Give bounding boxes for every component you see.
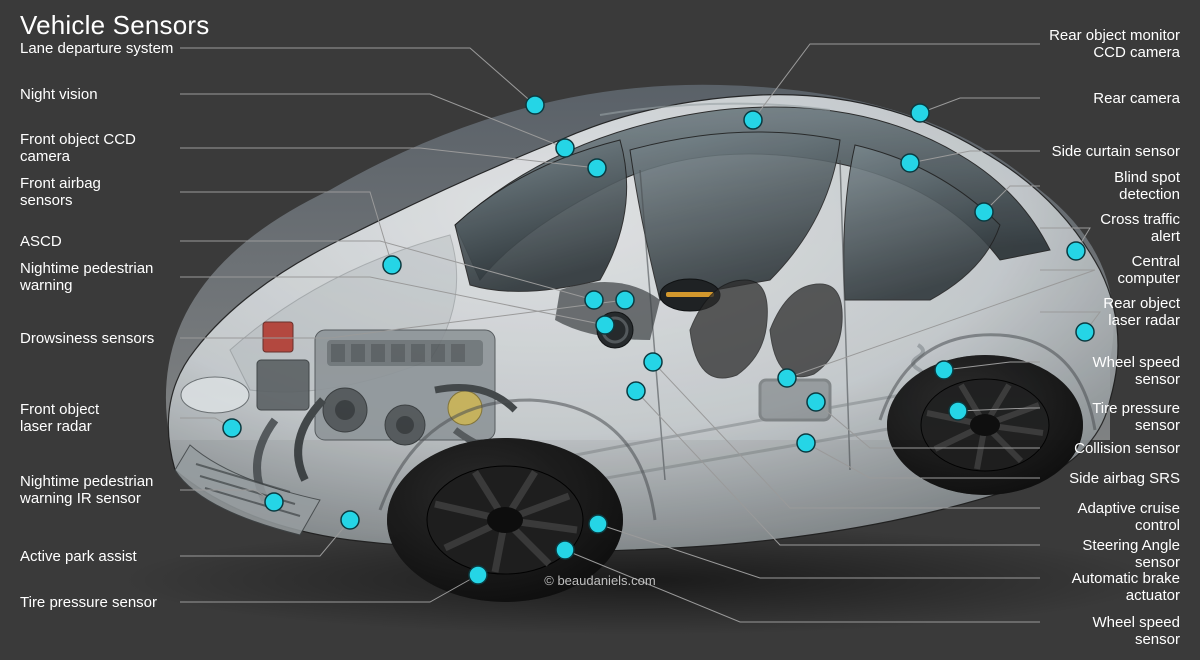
sensor-dot-rear-ccd (744, 111, 762, 129)
label-wheel-speed-bottom: Wheel speed sensor (1044, 614, 1180, 649)
label-night-ped-warn: Nightime pedestrian warning (20, 260, 153, 295)
sensor-dot-auto-brake (589, 515, 607, 533)
sensor-dot-ascd (585, 291, 603, 309)
label-rear-ccd: Rear object monitor CCD camera (1049, 27, 1180, 62)
label-night-ped-ir: Nightime pedestrian warning IR sensor (20, 473, 153, 508)
label-ascd: ASCD (20, 233, 62, 250)
label-lane-departure: Lane departure system (20, 40, 173, 57)
sensor-dot-rear-laser (1076, 323, 1094, 341)
label-adaptive-cruise: Adaptive cruise control (1044, 500, 1180, 535)
sensor-dot-front-airbag (383, 256, 401, 274)
sensor-dot-drowsiness (616, 291, 634, 309)
sensor-dot-blind-spot (975, 203, 993, 221)
label-rear-camera: Rear camera (1093, 90, 1180, 107)
sensor-dot-night-vision (556, 139, 574, 157)
sensor-dot-rear-camera (911, 104, 929, 122)
label-side-airbag: Side airbag SRS (1069, 470, 1180, 487)
sensor-dot-wheel-speed-right (935, 361, 953, 379)
sensor-dot-steering-angle (627, 382, 645, 400)
sensor-dot-night-ped-warn (596, 316, 614, 334)
label-front-airbag: Front airbag sensors (20, 175, 101, 210)
label-wheel-speed-right: Wheel speed sensor (1044, 354, 1180, 389)
sensor-dot-front-ccd (588, 159, 606, 177)
label-active-park: Active park assist (20, 548, 137, 565)
sensor-dot-side-curtain (901, 154, 919, 172)
sensor-dot-tire-pressure-left (469, 566, 487, 584)
label-blind-spot: Blind spot detection (1114, 169, 1180, 204)
sensor-dot-side-airbag (797, 434, 815, 452)
sensor-dot-tire-pressure-right (949, 402, 967, 420)
label-central-computer: Central computer (1117, 253, 1180, 288)
label-drowsiness: Drowsiness sensors (20, 330, 154, 347)
sensor-dot-night-ped-ir (265, 493, 283, 511)
sensor-dot-collision (807, 393, 825, 411)
car-illustration (0, 0, 1200, 660)
label-side-curtain: Side curtain sensor (1052, 143, 1180, 160)
sensor-dot-front-laser (223, 419, 241, 437)
label-rear-laser: Rear object laser radar (1103, 295, 1180, 330)
label-collision: Collision sensor (1074, 440, 1180, 457)
sensor-dot-central-computer (778, 369, 796, 387)
sensor-dot-active-park (341, 511, 359, 529)
label-front-ccd: Front object CCD camera (20, 131, 136, 166)
diagram-stage: Vehicle Sensors © beaudaniels.com Lane d… (0, 0, 1200, 660)
label-front-laser: Front object laser radar (20, 401, 99, 436)
label-steering-angle: Steering Angle sensor (1044, 537, 1180, 572)
sensor-dot-wheel-speed-bottom (556, 541, 574, 559)
label-auto-brake: Automatic brake actuator (1044, 570, 1180, 605)
sensor-dot-lane-departure (526, 96, 544, 114)
sensor-dot-adaptive-cruise (644, 353, 662, 371)
label-cross-traffic: Cross traffic alert (1100, 211, 1180, 246)
label-night-vision: Night vision (20, 86, 98, 103)
sensor-dot-cross-traffic (1067, 242, 1085, 260)
label-tire-pressure-right: Tire pressure sensor (1044, 400, 1180, 435)
label-tire-pressure-left: Tire pressure sensor (20, 594, 157, 611)
